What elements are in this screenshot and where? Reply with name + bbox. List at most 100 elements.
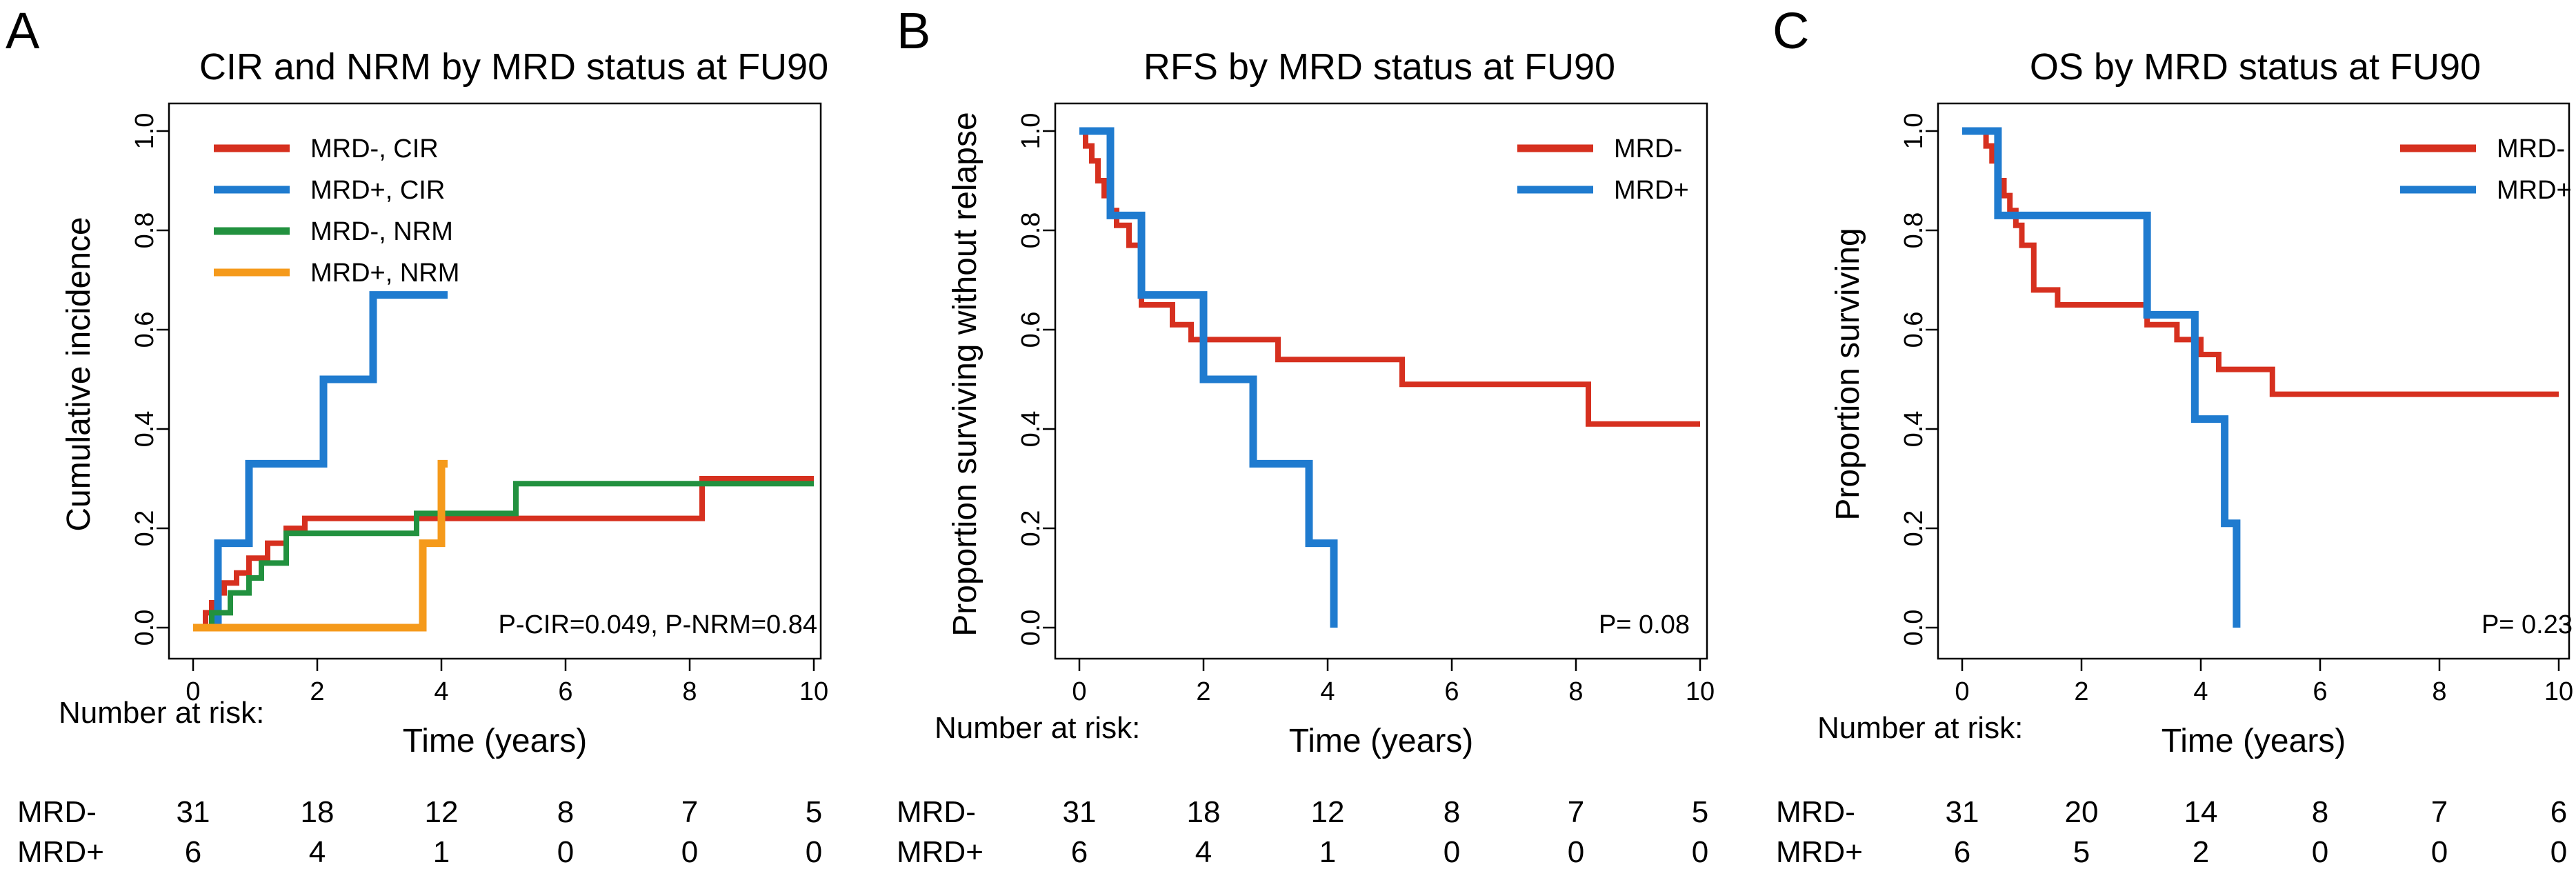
risk-value: 31 bbox=[1063, 795, 1097, 829]
x-axis-label: Time (years) bbox=[2161, 723, 2346, 759]
y-tick-label: 0.2 bbox=[130, 510, 159, 547]
y-tick-label: 0.2 bbox=[1017, 510, 1046, 547]
risk-value: 6 bbox=[185, 835, 201, 869]
x-tick-label: 4 bbox=[434, 677, 448, 706]
risk-value: 6 bbox=[1954, 835, 1970, 869]
x-tick-label: 8 bbox=[1568, 677, 1583, 706]
series-line-mrdplus bbox=[1962, 127, 2241, 628]
risk-table-header: Number at risk: bbox=[935, 711, 1140, 745]
series-group bbox=[1962, 127, 2559, 628]
x-tick-label: 8 bbox=[682, 677, 697, 706]
y-axis: 0.0 0.2 0.4 0.6 0.8 1.0 bbox=[1899, 113, 1938, 646]
x-tick-label: 10 bbox=[799, 677, 828, 706]
legend-label: MRD-, CIR bbox=[310, 134, 439, 163]
legend-label: MRD+, CIR bbox=[310, 176, 445, 205]
risk-value: 31 bbox=[177, 795, 210, 829]
chart-title: RFS by MRD status at FU90 bbox=[1144, 46, 1615, 88]
y-axis-label: Proportion surviving bbox=[1830, 228, 1866, 520]
x-tick-label: 0 bbox=[1072, 677, 1086, 706]
series-group bbox=[193, 291, 814, 632]
legend-label: MRD+ bbox=[1614, 176, 1689, 205]
x-axis: 0 2 4 6 8 10 bbox=[186, 659, 828, 706]
series-line-mrd bbox=[1079, 128, 1700, 427]
risk-value: 5 bbox=[2073, 835, 2090, 869]
plot-frame bbox=[1054, 102, 1708, 660]
y-tick-label: 1.0 bbox=[130, 113, 159, 150]
y-tick-label: 0.0 bbox=[130, 610, 159, 646]
y-tick-label: 0.8 bbox=[1017, 212, 1046, 249]
risk-row-label: MRD- bbox=[1776, 795, 1855, 829]
x-axis: 0 2 4 6 8 10 bbox=[1955, 659, 2573, 706]
x-tick-label: 6 bbox=[2313, 677, 2327, 706]
y-axis-label: Cumulative incidence bbox=[61, 217, 97, 531]
x-tick-label: 2 bbox=[2074, 677, 2088, 706]
p-value-annotation: P= 0.23 bbox=[2482, 610, 2573, 639]
y-tick-label: 0.6 bbox=[130, 312, 159, 348]
risk-value: 0 bbox=[1444, 835, 1460, 869]
series-group bbox=[1079, 127, 1700, 628]
x-tick-label: 10 bbox=[2544, 677, 2573, 706]
series-line-mrd bbox=[1962, 128, 2559, 397]
risk-value: 8 bbox=[557, 795, 574, 829]
risk-row-label: MRD+ bbox=[897, 835, 984, 869]
chart-title: OS by MRD status at FU90 bbox=[2030, 46, 2481, 88]
legend-label: MRD-, NRM bbox=[310, 217, 453, 246]
risk-row-label: MRD+ bbox=[17, 835, 104, 869]
x-tick-label: 2 bbox=[1196, 677, 1210, 706]
risk-value: 31 bbox=[1946, 795, 1979, 829]
legend-label: MRD- bbox=[1614, 134, 1682, 163]
x-tick-label: 4 bbox=[1320, 677, 1335, 706]
risk-value: 7 bbox=[1568, 795, 1584, 829]
panel-letter: A bbox=[6, 2, 40, 59]
legend-label: MRD+ bbox=[2497, 176, 2572, 205]
risk-value: 0 bbox=[806, 835, 822, 869]
risk-table: Number at risk: MRD- 31 18 12 8 7 5 MRD+ 6 4 1 0 0 0 bbox=[17, 696, 822, 869]
risk-value: 18 bbox=[1187, 795, 1221, 829]
x-tick-label: 0 bbox=[186, 677, 200, 706]
risk-value: 4 bbox=[309, 835, 326, 869]
y-tick-label: 0.4 bbox=[130, 411, 159, 448]
x-axis: 0 2 4 6 8 10 bbox=[1072, 659, 1715, 706]
chart-title: CIR and NRM by MRD status at FU90 bbox=[199, 46, 828, 88]
x-tick-label: 6 bbox=[558, 677, 572, 706]
risk-table-header: Number at risk: bbox=[1817, 711, 2023, 745]
y-axis: 0.0 0.2 0.4 0.6 0.8 1.0 bbox=[130, 113, 169, 646]
y-tick-label: 0.8 bbox=[1899, 212, 1928, 249]
y-tick-label: 1.0 bbox=[1017, 113, 1046, 150]
legend-label: MRD- bbox=[2497, 134, 2565, 163]
series-line-mrdplus bbox=[1079, 127, 1338, 628]
legend-label: MRD+, NRM bbox=[310, 259, 459, 288]
p-value-annotation: P= 0.08 bbox=[1599, 610, 1690, 639]
y-tick-label: 0.0 bbox=[1899, 610, 1928, 646]
risk-value: 14 bbox=[2184, 795, 2218, 829]
x-tick-label: 6 bbox=[1444, 677, 1459, 706]
risk-value: 0 bbox=[1692, 835, 1708, 869]
risk-value: 0 bbox=[681, 835, 698, 869]
plot-frame bbox=[1937, 102, 2570, 660]
risk-value: 20 bbox=[2065, 795, 2099, 829]
legend: MRD- MRD+ bbox=[2400, 134, 2572, 205]
risk-value: 0 bbox=[2312, 835, 2328, 869]
risk-row-label: MRD+ bbox=[1776, 835, 1863, 869]
risk-value: 0 bbox=[2550, 835, 2567, 869]
y-tick-label: 0.4 bbox=[1017, 411, 1046, 448]
risk-value: 0 bbox=[2431, 835, 2448, 869]
chart-panel-c: C OS by MRD status at FU90 0 2 4 6 8 10 Time (ye… bbox=[1773, 2, 2573, 869]
risk-value: 5 bbox=[806, 795, 822, 829]
plot-frame bbox=[168, 102, 822, 660]
y-axis-label: Proportion surviving without relapse bbox=[947, 112, 984, 636]
legend: MRD- MRD+ bbox=[1517, 134, 1689, 205]
x-axis-label: Time (years) bbox=[403, 723, 588, 759]
risk-value: 8 bbox=[1444, 795, 1460, 829]
y-tick-label: 0.8 bbox=[130, 212, 159, 249]
p-value-annotation: P-CIR=0.049, P-NRM=0.84 bbox=[498, 610, 817, 639]
risk-value: 12 bbox=[425, 795, 459, 829]
risk-value: 5 bbox=[1692, 795, 1708, 829]
risk-value: 8 bbox=[2312, 795, 2328, 829]
x-tick-label: 8 bbox=[2432, 677, 2446, 706]
x-tick-label: 2 bbox=[310, 677, 324, 706]
legend: MRD-, CIR MRD+, CIR MRD-, NRM MRD+, NRM bbox=[214, 134, 459, 288]
risk-row-label: MRD- bbox=[17, 795, 97, 829]
